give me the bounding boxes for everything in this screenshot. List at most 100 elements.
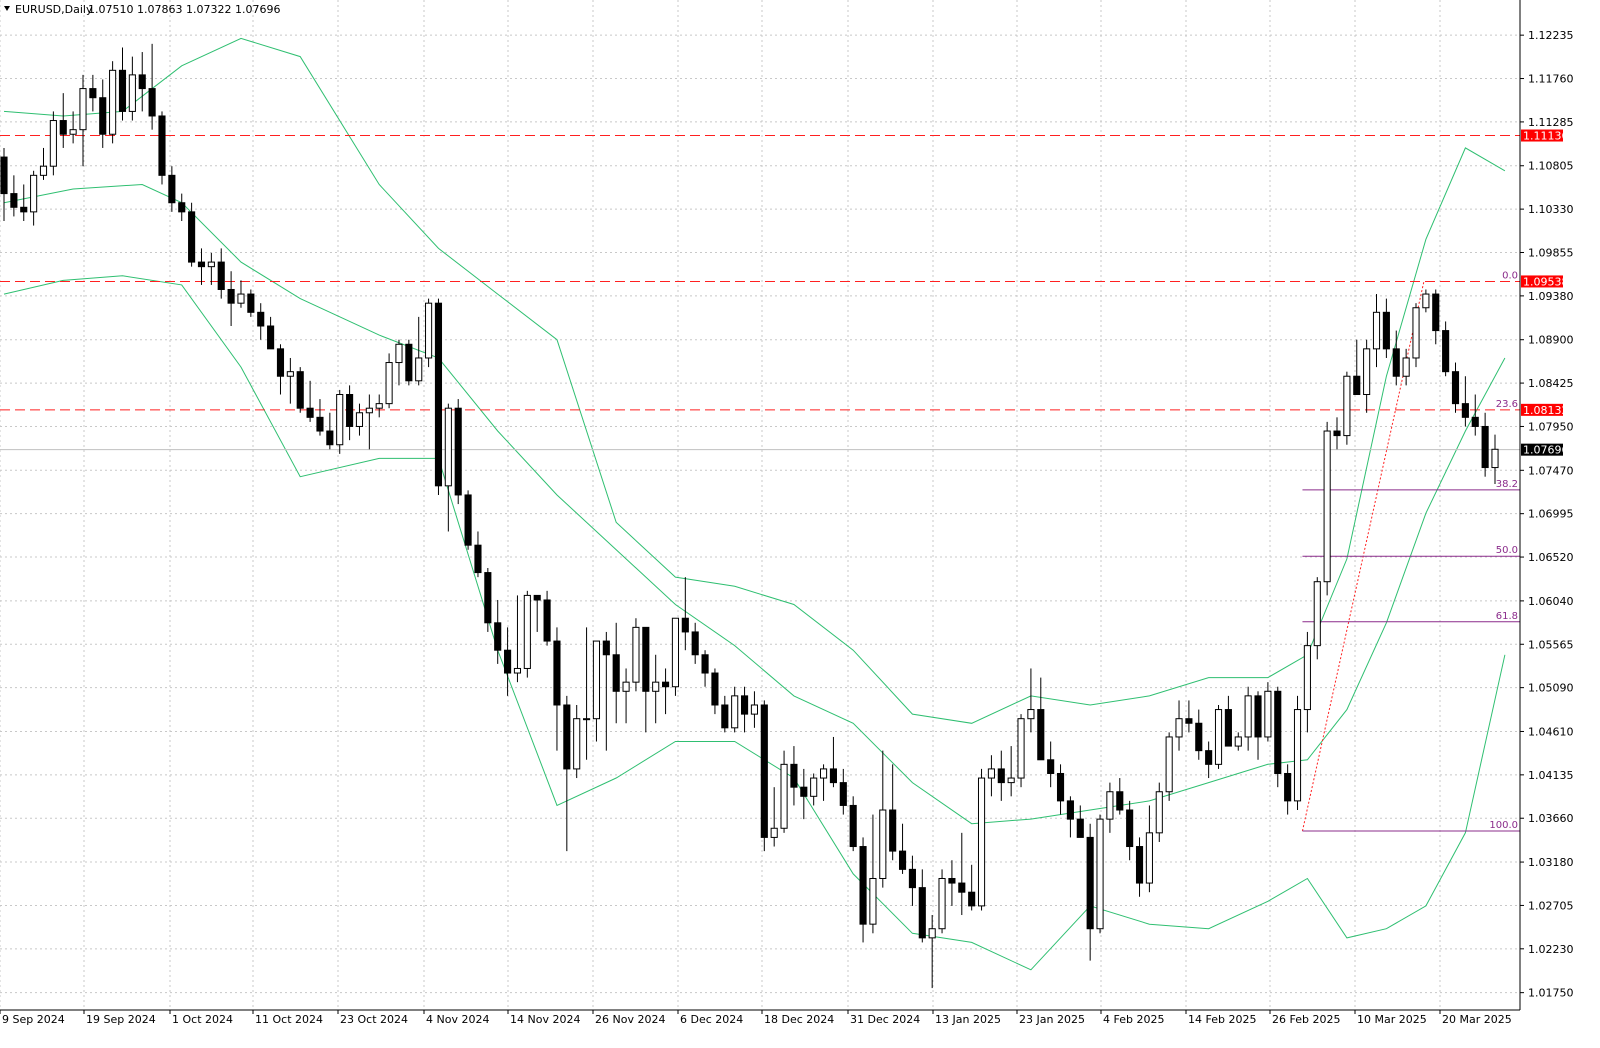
candle <box>770 787 778 847</box>
candle-body <box>158 115 166 176</box>
candle-body <box>355 412 364 427</box>
candle-body <box>1353 375 1361 396</box>
y-tick-label: 1.04610 <box>1528 725 1574 738</box>
candle <box>1491 434 1499 484</box>
candle <box>1264 682 1272 742</box>
candle-body <box>760 704 768 838</box>
candle-body <box>276 348 285 377</box>
candle-body <box>454 407 462 496</box>
candle <box>632 618 640 692</box>
x-tick-label: 9 Sep 2024 <box>2 1013 65 1026</box>
y-tick-label: 1.06995 <box>1528 508 1574 521</box>
fibonacci-level-label: 23.6 <box>1496 399 1518 410</box>
candle-body <box>1106 791 1114 820</box>
candle <box>543 590 551 646</box>
candle <box>1175 700 1183 751</box>
candle-body <box>543 599 551 642</box>
candle-body <box>513 667 522 674</box>
price-badge-bg <box>1521 129 1563 142</box>
candle-body <box>1017 718 1025 779</box>
candle-body <box>316 416 324 432</box>
candle-body <box>1471 416 1479 427</box>
y-axis-ticks: 1.12235 1.11760 1.11285 1.10805 1.10330 1.098… <box>1520 29 1574 1000</box>
candle-body <box>197 261 206 268</box>
candle-body <box>1313 581 1321 647</box>
candle <box>652 654 660 724</box>
dropdown-triangle-icon[interactable] <box>4 6 10 11</box>
candle <box>237 280 245 308</box>
candle <box>138 52 146 112</box>
candle <box>731 686 739 733</box>
current-price-badge-label: 1.07696 <box>1523 444 1569 457</box>
candle-body <box>1244 695 1252 738</box>
y-tick-label: 1.05090 <box>1528 682 1574 695</box>
candle-body <box>1224 709 1232 747</box>
candle <box>721 695 729 733</box>
candle-body <box>1284 772 1292 802</box>
candle <box>247 289 255 317</box>
candle <box>839 768 847 815</box>
candle <box>1116 778 1124 815</box>
candle <box>227 271 235 327</box>
candle-body <box>810 777 818 797</box>
candle-body <box>1382 311 1390 350</box>
candle <box>395 339 403 386</box>
candle <box>968 864 976 911</box>
fibonacci-retracement[interactable]: 0.0 23.6 38.2 50.0 61.8 100.0 <box>1301 270 1520 832</box>
candle-body <box>681 617 689 633</box>
price-badge-label: 1.08132 <box>1523 404 1569 417</box>
candle <box>306 380 314 422</box>
candle <box>425 298 433 368</box>
candle-body <box>1323 430 1331 583</box>
x-tick-label: 20 Mar 2025 <box>1442 1013 1512 1026</box>
candle <box>415 316 423 386</box>
candle-body <box>49 120 57 167</box>
candle <box>849 796 857 852</box>
candle-body <box>1402 357 1410 377</box>
candle-body <box>1185 718 1193 724</box>
price-badge-label: 1.09538 <box>1523 275 1569 288</box>
candle-body <box>691 631 699 656</box>
y-tick-label: 1.07470 <box>1528 464 1574 477</box>
candle <box>1382 298 1390 358</box>
ohlc-values: 1.07510 1.07863 1.07322 1.07696 <box>88 3 280 16</box>
candle-body <box>148 88 156 117</box>
candle-body <box>563 704 571 770</box>
y-tick-label: 1.06520 <box>1528 551 1574 564</box>
candle-body <box>711 672 719 706</box>
x-tick-label: 14 Feb 2025 <box>1188 1013 1256 1026</box>
candle <box>1323 421 1331 596</box>
candle-body <box>267 325 275 350</box>
candle <box>1363 339 1371 413</box>
candle <box>336 389 344 454</box>
candle <box>1471 394 1479 436</box>
candle <box>0 147 8 221</box>
candle <box>513 595 522 683</box>
candle <box>1432 289 1440 345</box>
candle <box>49 111 57 176</box>
candle-body <box>819 768 828 779</box>
candle-body <box>10 193 18 208</box>
candle <box>701 650 709 687</box>
y-tick-label: 1.01750 <box>1528 987 1574 1000</box>
candle-body <box>1303 645 1311 711</box>
candle <box>553 627 561 751</box>
candle <box>1481 412 1489 477</box>
candle-body <box>642 626 650 692</box>
x-tick-label: 14 Nov 2024 <box>510 1013 580 1026</box>
candle-body <box>1451 371 1460 405</box>
candle <box>1451 362 1460 413</box>
candle-body <box>662 681 670 688</box>
candle-body <box>652 681 660 692</box>
candle <box>89 74 97 112</box>
candle <box>1205 741 1213 779</box>
candle-body <box>1293 709 1302 802</box>
candle <box>1037 677 1045 761</box>
candle <box>869 814 877 934</box>
fibonacci-level-label: 100.0 <box>1489 820 1518 831</box>
candle <box>484 568 492 632</box>
candle-body <box>504 649 512 674</box>
candle-body <box>938 877 946 930</box>
